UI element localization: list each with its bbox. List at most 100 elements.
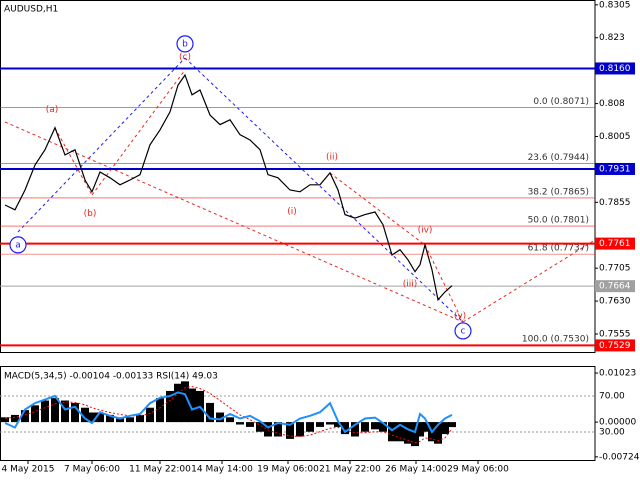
level-box — [595, 280, 635, 293]
fib-label: 23.6 (0.7944) — [528, 153, 589, 163]
y2-tick-label: 30.00 — [599, 427, 625, 437]
macd-bar — [316, 422, 324, 427]
level-box — [595, 62, 635, 75]
wave-line — [91, 69, 186, 196]
macd-bar — [96, 412, 104, 423]
level-label: 0.7761 — [599, 239, 631, 249]
y-tick-label: 0.00000 — [599, 418, 636, 428]
wave-label: (c) — [179, 53, 191, 63]
macd-bar — [166, 390, 174, 423]
macd-bar — [116, 417, 124, 423]
macd-bar — [246, 422, 254, 427]
macd-bar — [351, 422, 359, 437]
macd-bar — [41, 400, 49, 423]
wave-line — [184, 57, 464, 323]
macd-bar — [411, 422, 419, 447]
wave-line — [54, 127, 93, 196]
macd-bar — [296, 422, 304, 437]
macd-bar — [88, 412, 96, 423]
macd-bar — [371, 422, 379, 430]
macd-bar — [236, 422, 244, 425]
macd-bar — [126, 417, 134, 423]
macd-bar — [21, 410, 29, 423]
level-box — [595, 162, 635, 175]
price-line — [4, 73, 453, 302]
y-tick-label: 0.823 — [599, 33, 625, 43]
y-tick-label: 0.01023 — [599, 369, 636, 379]
y-tick-label: -0.00724 — [599, 452, 640, 462]
macd-bar — [216, 412, 224, 423]
x-tick-label: 7 May 06:00 — [64, 465, 120, 475]
y2-tick-label: 70.00 — [599, 391, 625, 401]
macd-bar — [188, 388, 196, 423]
level-label: 0.7664 — [599, 282, 631, 292]
x-tick-label: 21 May 22:00 — [319, 465, 381, 475]
wave-lines — [4, 57, 596, 323]
macd-bar — [416, 422, 424, 437]
sub-frame — [0, 366, 596, 461]
macd-bar — [334, 422, 342, 427]
macd-bar — [361, 422, 369, 432]
wave-label: (b) — [84, 209, 97, 219]
fib-label: 61.8 (0.7737) — [528, 244, 589, 254]
wave-label: (a) — [46, 105, 59, 115]
main-frame — [0, 0, 596, 353]
macd-bar — [388, 422, 396, 442]
macd-bar — [441, 422, 449, 435]
macd-bar — [341, 422, 349, 435]
y-tick-label: 0.7630 — [599, 297, 631, 307]
wave-label: c — [461, 326, 466, 336]
macd-bar — [1, 417, 9, 423]
signal-line — [4, 386, 453, 444]
chart-title: AUDUSD,H1 — [4, 5, 58, 15]
macd-bar — [181, 381, 189, 423]
wave-label: (v) — [454, 312, 466, 322]
y-tick-label: 0.7555 — [599, 330, 631, 340]
fib-label: 0.0 (0.8071) — [533, 97, 589, 107]
y-tick-label: 0.7705 — [599, 264, 631, 274]
macd-bar — [206, 402, 214, 423]
macd-bar — [421, 422, 429, 432]
wave-circle — [9, 236, 27, 254]
wave-line — [17, 57, 186, 233]
level-label: 0.7931 — [599, 164, 631, 174]
macd-bar — [81, 407, 89, 423]
wave-label: (i) — [287, 207, 297, 217]
indicator-title: MACD(5,34,5) -0.00104 -0.00133 RSI(14) 4… — [4, 372, 218, 382]
macd-bar — [396, 422, 404, 442]
x-tick-label: 26 May 14:00 — [385, 465, 447, 475]
wave-label: b — [182, 39, 188, 49]
fib-label: 100.0 (0.7530) — [522, 334, 589, 344]
wave-label: (iii) — [403, 279, 418, 289]
macd-bar — [226, 417, 234, 423]
x-tick-label: 4 May 2015 — [2, 465, 55, 475]
wave-line — [4, 121, 464, 323]
macd-bar — [326, 422, 334, 425]
level-box — [595, 237, 635, 250]
wave-label: a — [15, 240, 21, 250]
x-tick-label: 11 May 22:00 — [129, 465, 191, 475]
macd-bar — [11, 414, 19, 423]
x-tick-label: 29 May 06:00 — [447, 465, 509, 475]
y-tick-label: 0.8305 — [599, 0, 631, 10]
fib-label: 50.0 (0.7801) — [528, 216, 589, 226]
macd-bar — [379, 422, 387, 432]
wave-circle — [176, 35, 194, 53]
x-tick-label: 14 May 14:00 — [191, 465, 253, 475]
macd-bar — [51, 398, 59, 423]
y-tick-label: 0.8005 — [599, 132, 631, 142]
macd-bar — [106, 414, 114, 423]
wave-line — [329, 172, 426, 246]
macd-bar — [256, 422, 264, 432]
macd-bar — [448, 422, 456, 428]
level-box — [595, 339, 635, 352]
x-tick-label: 19 May 06:00 — [257, 465, 319, 475]
wave-circle — [454, 322, 472, 340]
wave-line — [462, 239, 596, 323]
wave-line — [424, 244, 464, 323]
macd-bar — [306, 422, 314, 432]
macd-bar — [156, 398, 164, 423]
y-tick-label: 0.7855 — [599, 198, 631, 208]
macd-bar — [404, 422, 412, 444]
